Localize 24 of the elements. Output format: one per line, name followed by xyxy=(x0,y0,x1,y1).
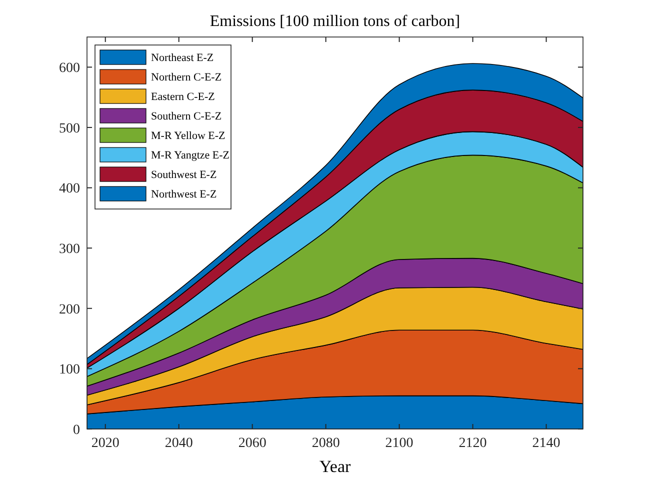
x-axis-title: Year xyxy=(319,457,351,476)
legend-label: Northeast E-Z xyxy=(151,52,214,64)
x-tick-label: 2040 xyxy=(164,436,193,451)
chart-title: Emissions [100 million tons of carbon] xyxy=(210,13,460,30)
legend-label: Northern C-E-Z xyxy=(151,72,222,84)
legend-label: M-R Yellow E-Z xyxy=(151,130,226,142)
legend-label: Southwest E-Z xyxy=(151,169,217,182)
x-tick-label: 2060 xyxy=(238,436,266,451)
y-tick-label: 400 xyxy=(59,182,80,197)
x-tick-label: 2140 xyxy=(532,436,560,451)
x-tick-label: 2120 xyxy=(458,436,487,451)
y-tick-label: 200 xyxy=(59,302,80,318)
legend-label: Northwest E-Z xyxy=(151,188,217,201)
x-tick-label: 2080 xyxy=(312,436,340,451)
y-tick-label: 100 xyxy=(59,362,80,378)
y-tick-label: 600 xyxy=(59,61,80,76)
x-tick-label: 2100 xyxy=(385,436,414,451)
legend-label: Eastern C-E-Z xyxy=(151,91,216,104)
legend-label: M-R Yangtze E-Z xyxy=(151,150,230,162)
y-tick-label: 500 xyxy=(59,121,80,136)
y-tick-label: 0 xyxy=(73,422,80,438)
y-tick-label: 300 xyxy=(59,242,80,257)
x-tick-label: 2020 xyxy=(91,436,120,451)
legend-label: Southern C-E-Z xyxy=(151,110,222,123)
